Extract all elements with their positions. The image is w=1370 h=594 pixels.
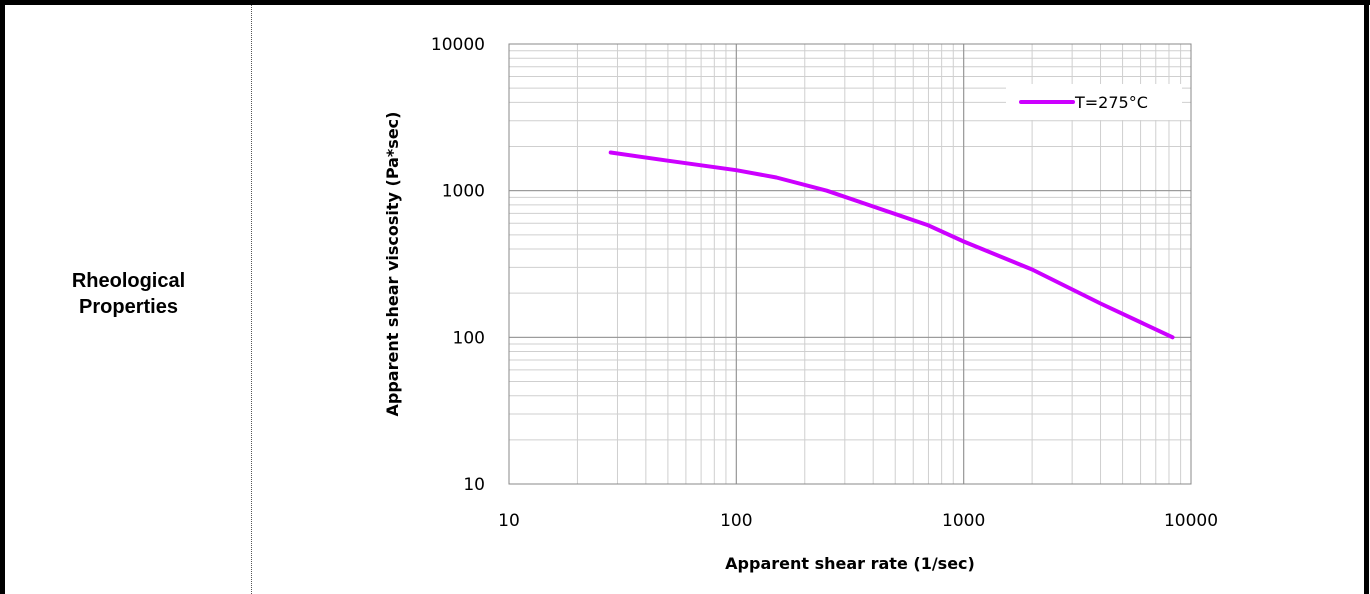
y-tick-label: 10: [463, 475, 485, 495]
table-border-top: [0, 0, 1370, 5]
y-tick-label: 1000: [442, 182, 485, 202]
y-tick-label: 100: [453, 328, 485, 348]
series-line-0: [608, 150, 1175, 340]
legend-entry-label: T=275°C: [1074, 93, 1148, 112]
row-label: Rheological Properties: [6, 268, 251, 320]
plot-area-border: [508, 43, 1192, 485]
y-tick-label: 10000: [431, 35, 485, 55]
table-border-left: [0, 0, 5, 594]
x-tick-label: 1000: [942, 511, 985, 531]
x-tick-label: 10000: [1164, 511, 1218, 531]
y-axis-title: Apparent shear viscosity (Pa*sec): [383, 112, 402, 417]
x-tick-label: 100: [720, 511, 752, 531]
x-tick-label: 10: [498, 511, 520, 531]
table-border-right: [1364, 0, 1369, 594]
row-label-line2: Properties: [79, 296, 178, 318]
column-divider: [251, 5, 252, 594]
legend: T=275°C: [1006, 84, 1182, 120]
row-label-line1: Rheological: [71, 270, 186, 292]
x-tick-labels: 10 100 1000 10000: [498, 511, 1218, 531]
x-axis-title: Apparent shear rate (1/sec): [725, 554, 975, 573]
series-layer: [608, 150, 1175, 340]
y-tick-labels: 10 100 1000 10000: [431, 35, 485, 495]
